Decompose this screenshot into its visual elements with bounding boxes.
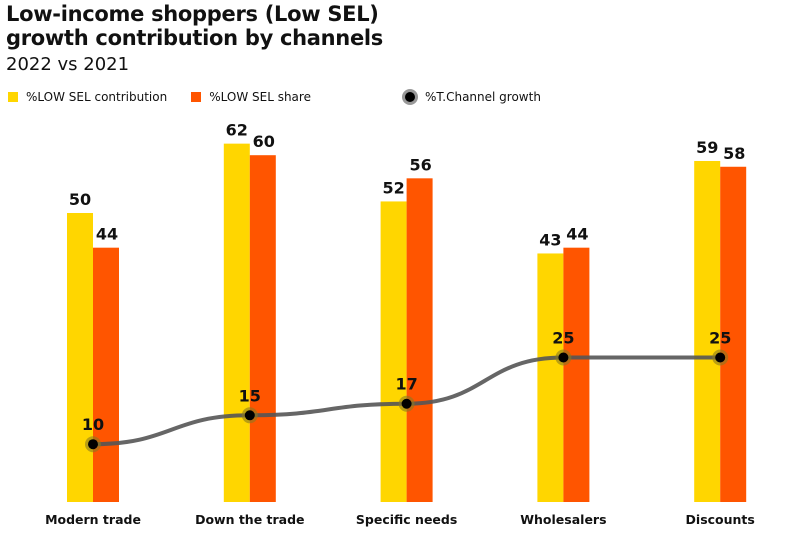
data-label-growth: 25: [709, 329, 731, 348]
data-label-growth: 10: [82, 415, 104, 434]
bar-share: [93, 247, 119, 502]
data-label-share: 44: [96, 225, 118, 244]
bar-share: [406, 178, 433, 502]
data-label-share: 44: [566, 225, 588, 244]
data-label-growth: 17: [395, 375, 417, 394]
x-tick-label: Down the trade: [195, 512, 304, 527]
data-label-growth: 15: [239, 386, 261, 405]
bar-contribution: [223, 143, 250, 502]
line-marker: [88, 439, 98, 450]
data-label-contribution: 59: [696, 138, 718, 157]
legend-item-growth: %T.Channel growth: [335, 90, 541, 104]
line-marker: [715, 352, 726, 363]
line-marker: [401, 398, 412, 409]
legend: %LOW SEL contribution %LOW SEL share %T.…: [8, 90, 565, 104]
bar-share: [563, 247, 590, 502]
data-label-share: 58: [723, 144, 745, 163]
data-label-contribution: 62: [226, 121, 248, 140]
title-line-1: Low-income shoppers (Low SEL): [6, 2, 379, 26]
bar-share: [720, 166, 747, 502]
data-label-contribution: 52: [382, 178, 404, 197]
legend-label: %LOW SEL share: [209, 90, 311, 104]
chart-title: Low-income shoppers (Low SEL) growth con…: [6, 2, 383, 50]
data-label-share: 60: [253, 132, 275, 151]
legend-label: %LOW SEL contribution: [26, 90, 168, 104]
legend-label: %T.Channel growth: [424, 90, 541, 104]
bar-contribution: [537, 253, 564, 502]
x-tick-label: Modern trade: [45, 512, 141, 527]
data-label-share: 56: [409, 155, 431, 174]
data-label-growth: 25: [552, 329, 574, 348]
legend-swatch-yellow: [8, 92, 18, 102]
bar-contribution: [694, 160, 721, 503]
data-label-contribution: 43: [539, 230, 561, 249]
legend-swatch-orange: [191, 92, 202, 102]
chart-subtitle: 2022 vs 2021: [6, 54, 130, 75]
x-tick-label: Specific needs: [356, 512, 457, 527]
line-marker: [244, 410, 255, 421]
bar-contribution: [380, 201, 407, 502]
data-label-contribution: 50: [69, 190, 91, 209]
line-marker: [558, 352, 569, 363]
x-tick-label: Wholesalers: [520, 512, 606, 527]
legend-item-share: %LOW SEL share: [191, 90, 311, 104]
bar-contribution: [67, 213, 93, 502]
title-line-2: growth contribution by channels: [6, 26, 383, 50]
legend-marker-dot-icon: [404, 92, 415, 102]
x-tick-label: Discounts: [686, 512, 755, 527]
bar-share: [249, 155, 276, 502]
legend-item-contribution: %LOW SEL contribution: [8, 90, 167, 104]
